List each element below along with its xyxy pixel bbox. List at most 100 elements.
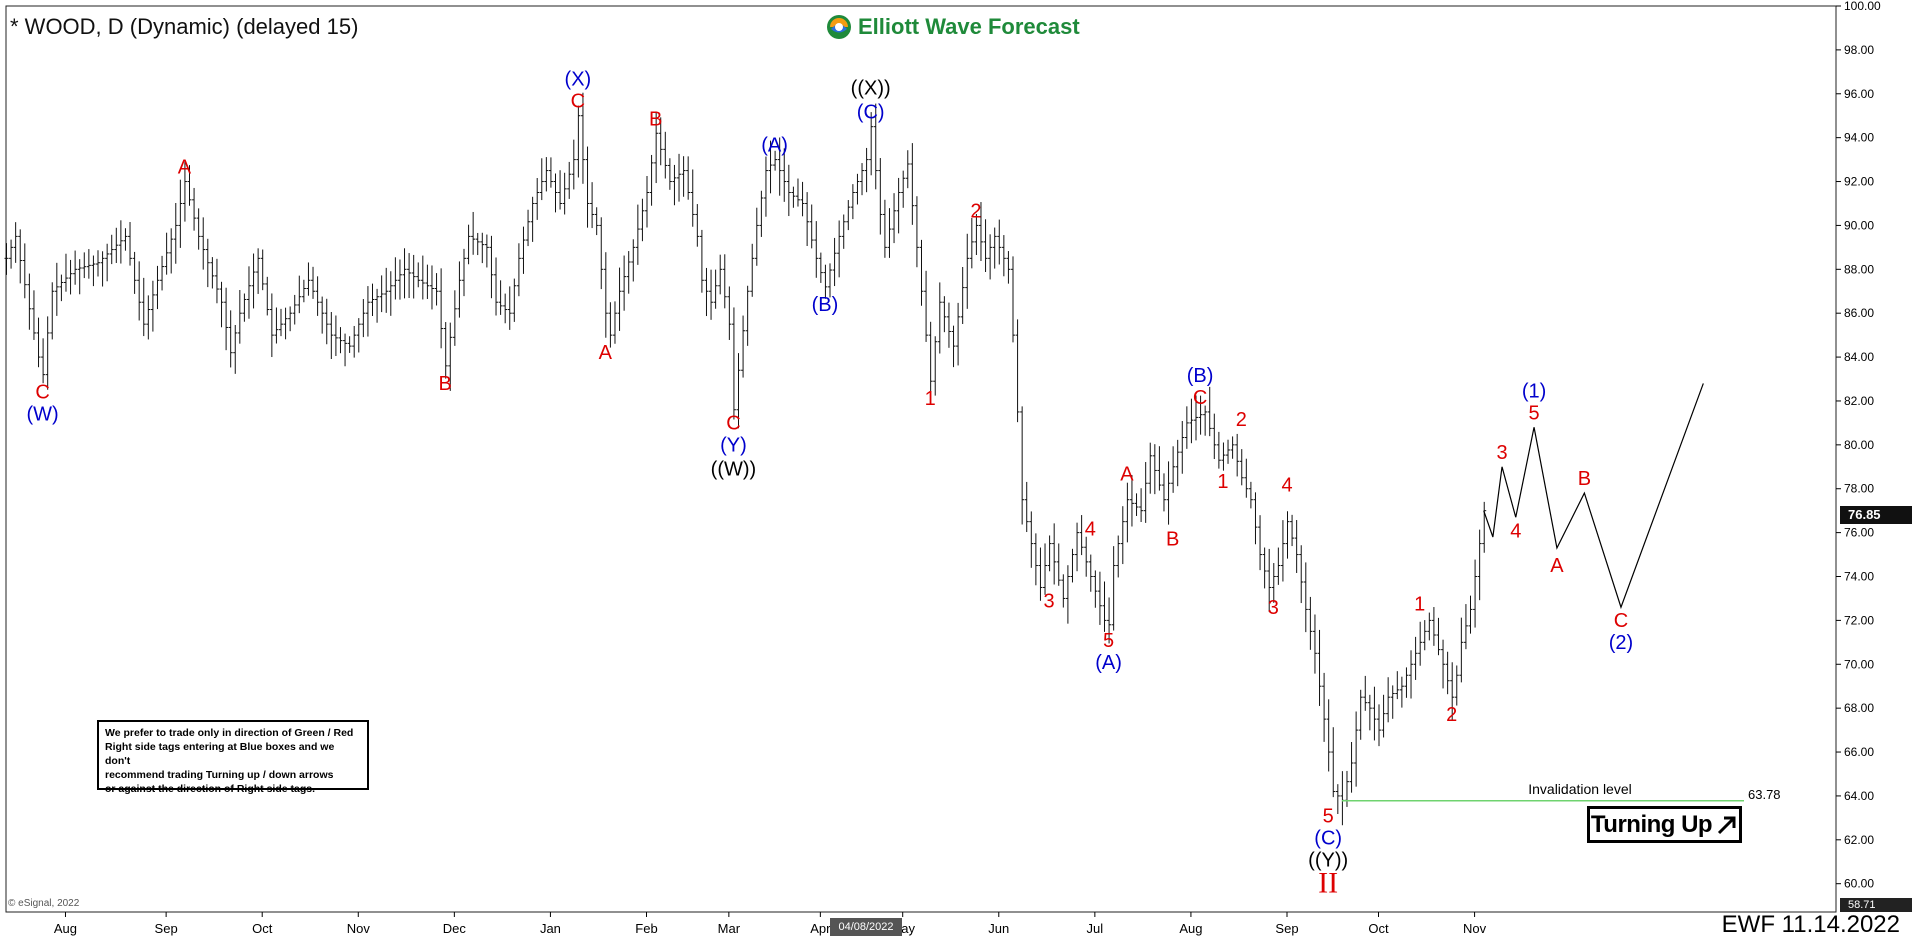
wave-label: A bbox=[1120, 464, 1134, 486]
wave-label: 2 bbox=[1446, 704, 1457, 726]
wave-label: C bbox=[1193, 387, 1207, 409]
x-tick-label: Nov bbox=[347, 921, 371, 936]
wave-label: A bbox=[178, 157, 192, 179]
wave-label: (A) bbox=[1095, 652, 1122, 674]
wave-label: 5 bbox=[1528, 402, 1539, 424]
wave-label: B bbox=[1578, 468, 1591, 490]
cursor-date-box: 04/08/2022 bbox=[830, 918, 902, 936]
wave-label: II bbox=[1318, 866, 1338, 899]
disclaimer-box: We prefer to trade only in direction of … bbox=[97, 720, 369, 795]
wave-label: B bbox=[439, 373, 452, 395]
wave-label: 4 bbox=[1085, 519, 1096, 541]
wave-label: ((Y)) bbox=[1308, 849, 1348, 871]
y-tick-label: 100.00 bbox=[1844, 0, 1881, 13]
wave-label: 2 bbox=[1236, 409, 1247, 431]
invalidation-line: Invalidation level 63.78 bbox=[1341, 781, 1781, 802]
invalidation-label: Invalidation level bbox=[1528, 781, 1632, 797]
y-tick-label: 84.00 bbox=[1844, 350, 1874, 364]
x-tick-label: Sep bbox=[1275, 921, 1298, 936]
y-tick-label: 80.00 bbox=[1844, 438, 1874, 452]
y-tick-label: 94.00 bbox=[1844, 131, 1874, 145]
y-tick-label: 64.00 bbox=[1844, 789, 1874, 803]
x-tick-label: Feb bbox=[635, 921, 657, 936]
y-tick-label: 68.00 bbox=[1844, 701, 1874, 715]
wave-label: (W) bbox=[26, 404, 58, 426]
wave-label: 3 bbox=[1044, 590, 1055, 612]
disclaimer-line: or against the direction of Right side t… bbox=[105, 783, 316, 795]
x-tick-label: Aug bbox=[54, 921, 77, 936]
wave-label: A bbox=[599, 342, 613, 364]
x-tick-label: Jul bbox=[1087, 921, 1104, 936]
projection-line bbox=[1483, 383, 1704, 610]
wave-label: (2) bbox=[1609, 632, 1633, 654]
chart-title: * WOOD, D (Dynamic) (delayed 15) bbox=[10, 14, 359, 39]
disclaimer-line: Right side tags entering at Blue boxes a… bbox=[105, 741, 335, 767]
disclaimer-line: We prefer to trade only in direction of … bbox=[105, 727, 354, 739]
wave-label: (X) bbox=[565, 69, 592, 91]
x-tick-label: Jun bbox=[988, 921, 1009, 936]
wave-label: 5 bbox=[1323, 805, 1334, 827]
y-tick-label: 60.00 bbox=[1844, 877, 1874, 891]
x-tick-label: Apr bbox=[810, 921, 831, 936]
wave-label: (C) bbox=[857, 102, 885, 124]
brand-logo-icon bbox=[827, 15, 851, 39]
wave-label: B bbox=[649, 108, 662, 130]
wave-label: C bbox=[571, 91, 585, 113]
wave-label: (B) bbox=[812, 294, 839, 316]
brand-logo: Elliott Wave Forecast bbox=[826, 14, 1080, 40]
wave-label: 5 bbox=[1103, 630, 1114, 652]
wave-label: C bbox=[726, 413, 740, 435]
turning-up-label: Turning Up bbox=[1590, 810, 1713, 838]
x-tick-label: Nov bbox=[1463, 921, 1487, 936]
wave-label: C bbox=[1614, 610, 1628, 632]
x-tick-label: Oct bbox=[1368, 921, 1389, 936]
wave-label: ((X)) bbox=[851, 78, 891, 100]
wave-label: (Y) bbox=[720, 435, 747, 457]
chart-frame bbox=[5, 5, 1837, 913]
plot-frame bbox=[5, 5, 1837, 913]
wave-label: (C) bbox=[1314, 827, 1342, 849]
x-tick-label: Dec bbox=[443, 921, 467, 936]
last-price-tag: 76.85 bbox=[1840, 506, 1912, 524]
price-axis: 100.00 98.00 96.00 94.00 92.00 90.00 88.00 86.0… bbox=[1836, 0, 1881, 891]
turning-up-badge: Turning Up bbox=[1587, 806, 1742, 843]
wave-label: A bbox=[1550, 555, 1564, 577]
projection-path bbox=[1483, 383, 1704, 610]
wave-label: 1 bbox=[1217, 471, 1228, 493]
y-tick-label: 90.00 bbox=[1844, 218, 1874, 232]
y-tick-label: 70.00 bbox=[1844, 657, 1874, 671]
wave-label: 3 bbox=[1496, 442, 1507, 464]
y-tick-label: 72.00 bbox=[1844, 613, 1874, 627]
y-tick-label: 86.00 bbox=[1844, 306, 1874, 320]
wave-label: (1) bbox=[1522, 380, 1546, 402]
x-tick-label: Sep bbox=[155, 921, 178, 936]
price-bars bbox=[4, 92, 1487, 826]
axis-low-tag: 58.71 bbox=[1840, 898, 1912, 912]
disclaimer-line: recommend trading Turning up / down arro… bbox=[105, 769, 334, 781]
wave-label: 1 bbox=[925, 388, 936, 410]
x-tick-label: Jan bbox=[540, 921, 561, 936]
y-tick-label: 82.00 bbox=[1844, 394, 1874, 408]
x-tick-label: Aug bbox=[1179, 921, 1202, 936]
wave-labels: C(W)ABC(X)ABC(Y)((W))(A)(B)(C)((X))12345… bbox=[26, 69, 1633, 900]
wave-label: 2 bbox=[970, 200, 981, 222]
x-tick-label: Oct bbox=[252, 921, 273, 936]
y-tick-label: 66.00 bbox=[1844, 745, 1874, 759]
invalidation-value: 63.78 bbox=[1748, 787, 1781, 802]
wave-label: C bbox=[35, 382, 49, 404]
y-tick-label: 62.00 bbox=[1844, 833, 1874, 847]
wave-label: 4 bbox=[1281, 475, 1292, 497]
x-tick-label: Mar bbox=[718, 921, 741, 936]
esignal-copyright: © eSignal, 2022 bbox=[8, 898, 80, 909]
north-east-arrow-icon bbox=[1718, 816, 1736, 834]
wave-label: 1 bbox=[1414, 593, 1425, 615]
wave-label: ((W)) bbox=[711, 459, 757, 481]
y-tick-label: 96.00 bbox=[1844, 87, 1874, 101]
wave-label: 4 bbox=[1510, 520, 1521, 542]
y-tick-label: 74.00 bbox=[1844, 570, 1874, 584]
brand-name: Elliott Wave Forecast bbox=[858, 14, 1080, 39]
y-tick-label: 76.00 bbox=[1844, 526, 1874, 540]
ewf-date-stamp: EWF 11.14.2022 bbox=[1721, 911, 1900, 938]
y-tick-label: 92.00 bbox=[1844, 175, 1874, 189]
